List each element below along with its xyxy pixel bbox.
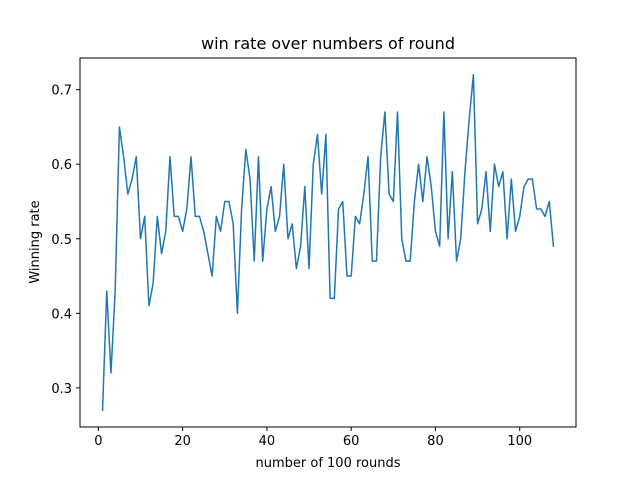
- x-tick-label: 0: [94, 434, 102, 449]
- series-line: [101, 74, 555, 412]
- x-tick-label: 80: [427, 434, 444, 449]
- y-tick-label: 0.7: [51, 84, 72, 99]
- x-axis-label: number of 100 rounds: [256, 456, 401, 471]
- x-tick-label: 100: [507, 434, 532, 449]
- y-axis-ticks: 0.3 0.4 0.5 0.6 0.7: [51, 84, 80, 397]
- y-tick-label: 0.5: [51, 233, 72, 248]
- y-axis-label: Winning rate: [28, 200, 43, 283]
- y-tick-label: 0.6: [51, 158, 72, 173]
- x-tick-label: 60: [343, 434, 360, 449]
- x-tick-label: 40: [259, 434, 276, 449]
- x-tick-label: 20: [174, 434, 191, 449]
- chart-title: win rate over numbers of round: [201, 34, 455, 53]
- plot-frame: [79, 57, 577, 428]
- y-tick-label: 0.3: [51, 382, 72, 397]
- y-tick-label: 0.4: [51, 307, 72, 322]
- x-axis-ticks: 0 20 40 60 80 100: [94, 427, 532, 449]
